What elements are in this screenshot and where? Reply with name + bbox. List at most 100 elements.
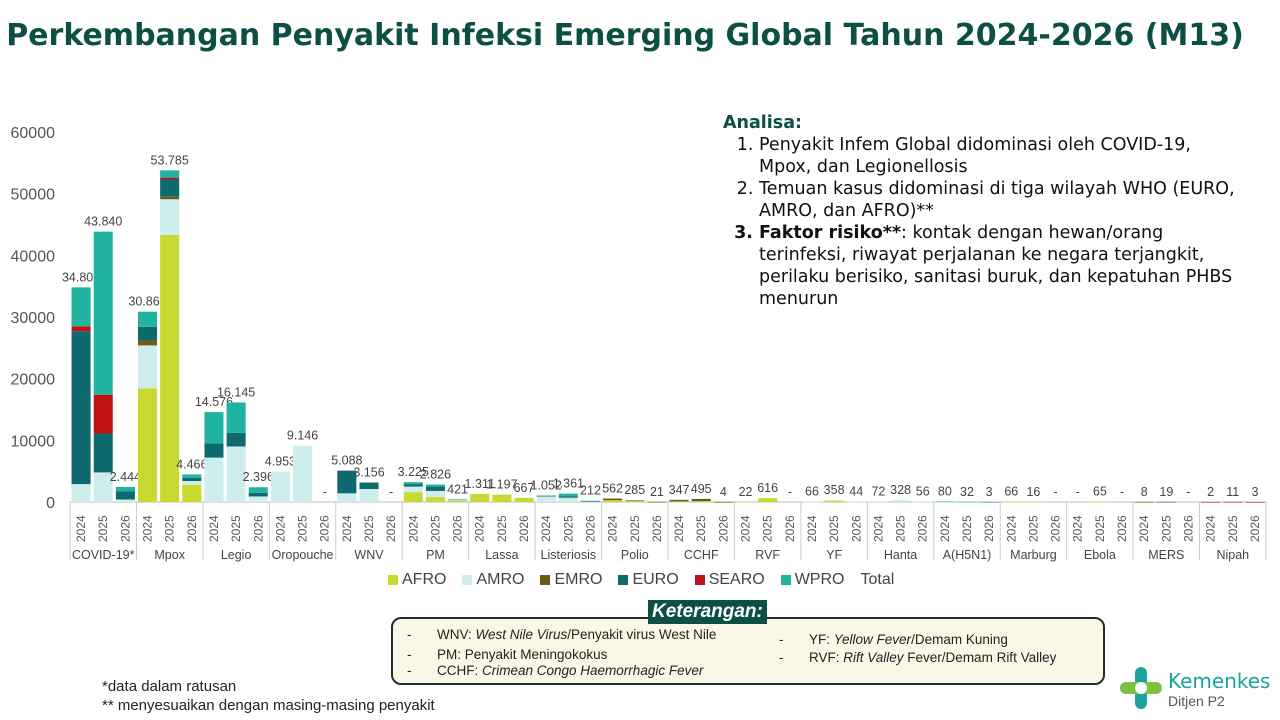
year-tick-label: 2026 xyxy=(451,515,465,542)
bar-segment-emro xyxy=(160,196,180,200)
bar-segment-afro xyxy=(1001,501,1021,503)
bar-segment-euro xyxy=(226,432,246,447)
bar-total-label: 5.088 xyxy=(331,454,362,468)
year-tick-label: 2025 xyxy=(960,515,974,542)
footnote-1: *data dalam ratusan xyxy=(102,678,237,695)
bar-segment-amro xyxy=(448,500,468,501)
legend-label: AMRO xyxy=(476,571,525,588)
chart-legend: AFRO AMRO EMRO EURO SEARO WPRO Total xyxy=(388,571,894,589)
bar-segment-euro xyxy=(248,492,268,497)
bar-segment-wpro xyxy=(115,486,135,492)
bar-segment-amro xyxy=(93,472,113,502)
bar-segment-afro xyxy=(603,500,623,502)
legend-item: Total xyxy=(860,571,894,589)
bar-segment-amro xyxy=(580,501,601,502)
year-tick-label: 2024 xyxy=(871,515,885,542)
bar-segment-emro xyxy=(137,340,158,346)
bar-segment-emro xyxy=(691,499,711,502)
bar-segment-wpro xyxy=(204,412,224,444)
year-tick-label: 2024 xyxy=(340,515,354,542)
bar-segment-wpro xyxy=(536,495,556,497)
stacked-bar-chart: 0 10000 20000 30000 40000 50000 60000 COVID-19*… xyxy=(11,125,1267,562)
year-tick-label: 2026 xyxy=(783,515,797,542)
y-tick-label: 20000 xyxy=(11,372,56,389)
bar-segment-euro xyxy=(359,482,379,490)
year-tick-label: 2026 xyxy=(318,515,332,542)
year-tick-label: 2025 xyxy=(1026,515,1040,542)
bar-segment-amro xyxy=(846,501,866,503)
bar-total-label: - xyxy=(323,485,327,499)
bar-segment-euro xyxy=(669,499,689,501)
bar-segment-searo xyxy=(93,394,113,434)
bar-segment-afro xyxy=(448,500,468,502)
bar-segment-euro xyxy=(115,491,135,500)
group-label: MERS xyxy=(1148,548,1184,562)
bar-segment-euro xyxy=(691,498,711,500)
group-label: Ebola xyxy=(1084,548,1116,562)
bar-total-label: - xyxy=(1054,485,1058,499)
year-tick-label: 2024 xyxy=(1071,515,1085,542)
bar-segment-wpro xyxy=(71,287,91,327)
bar-total-label: 21 xyxy=(650,485,664,499)
year-tick-label: 2024 xyxy=(1004,515,1018,542)
legend-swatch xyxy=(618,575,629,585)
bar-total-label: 3 xyxy=(986,485,993,499)
analysis-item-3: Faktor risiko**: kontak dengan hewan/ora… xyxy=(759,222,1243,310)
bar-segment-amro xyxy=(137,345,158,389)
note-pm: - PM: Penyakit Meningokokus xyxy=(407,647,608,662)
group-label: Mpox xyxy=(154,548,185,562)
bar-segment-afro xyxy=(160,234,180,502)
note-cchf: - CCHF: Crimean Congo Haemorrhagic Fever xyxy=(407,663,704,678)
note-wnv: - WNV: West Nile Virus/Penyakit virus Wes… xyxy=(407,627,717,642)
bar-total-label: 14.576 xyxy=(195,395,233,409)
kemenkes-logo: Kemenkes Ditjen P2 xyxy=(1118,663,1270,713)
bar-total-label: 3.225 xyxy=(398,465,429,479)
year-tick-label: 2025 xyxy=(495,515,509,542)
bar-segment-wpro xyxy=(403,482,423,485)
year-tick-label: 2025 xyxy=(1093,515,1107,542)
group-label: Polio xyxy=(621,548,649,562)
bar-segment-afro xyxy=(137,388,158,502)
bar-segment-emro xyxy=(625,500,645,501)
bar-total-label: 2.826 xyxy=(420,468,451,482)
year-tick-label: 2024 xyxy=(141,515,155,542)
kemenkes-logo-icon xyxy=(1120,667,1162,709)
analysis-panel: Analisa: Penyakit Infem Global didominas… xyxy=(723,112,1243,310)
group-label: Nipah xyxy=(1216,548,1249,562)
notes-box: - WNV: West Nile Virus/Penyakit virus Wes… xyxy=(391,617,1105,685)
bar-total-label: 1.361 xyxy=(553,477,584,491)
bar-segment-afro xyxy=(1023,501,1043,503)
y-tick-label: 50000 xyxy=(11,187,56,204)
bar-total-label: 34.806 xyxy=(62,270,100,284)
year-tick-label: 2025 xyxy=(694,515,708,542)
bar-total-label: 616 xyxy=(757,481,778,495)
y-tick-label: 60000 xyxy=(11,125,56,142)
bar-total-label: 30.863 xyxy=(128,295,166,309)
bar-total-label: 66 xyxy=(1004,485,1018,499)
year-tick-label: 2024 xyxy=(1137,515,1151,542)
bar-segment-amro xyxy=(913,501,933,503)
bar-segment-amro xyxy=(359,489,379,502)
legend-swatch xyxy=(388,575,398,585)
bar-total-label: 2.444 xyxy=(110,470,141,484)
note-yf: - YF: Yellow Fever/Demam Kuning xyxy=(779,632,1008,647)
year-tick-label: 2026 xyxy=(1248,515,1262,542)
bar-total-label: 22 xyxy=(739,485,753,499)
bar-segment-euro xyxy=(403,484,423,487)
bar-segment-afro xyxy=(470,493,490,502)
legend-item: SEARO xyxy=(694,571,765,589)
group-label: CCHF xyxy=(684,548,719,562)
y-tick-label: 10000 xyxy=(11,433,56,450)
bar-total-label: 1.311 xyxy=(465,477,495,491)
bar-segment-searo xyxy=(71,326,91,332)
bar-segment-amro xyxy=(160,199,180,235)
analysis-item-3-bold: Faktor risiko** xyxy=(759,223,902,243)
year-tick-label: 2025 xyxy=(229,515,243,542)
bar-segment-searo xyxy=(160,177,180,180)
bar-total-label: 9.146 xyxy=(287,429,318,443)
bar-segment-amro xyxy=(71,484,91,502)
group-label: COVID-19* xyxy=(72,548,135,562)
bar-segment-wpro xyxy=(160,170,180,178)
footnote-2: ** menyesuaikan dengan masing-masing pen… xyxy=(102,697,435,714)
bar-segment-euro xyxy=(337,470,357,494)
